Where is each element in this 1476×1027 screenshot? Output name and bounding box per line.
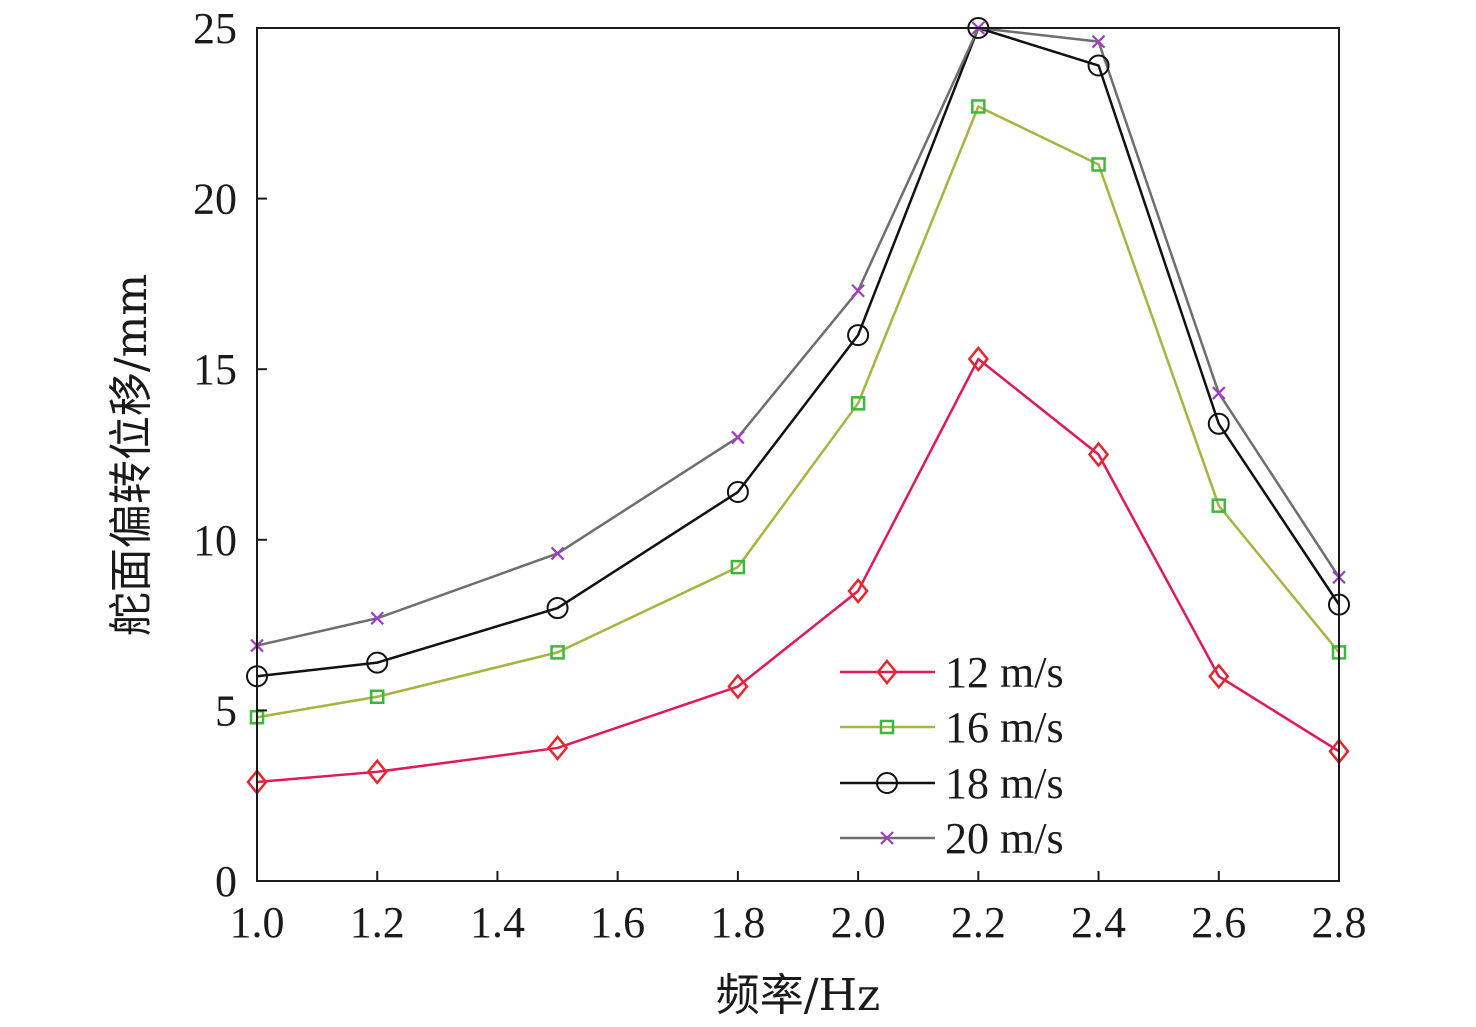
- series-1-point: [1208, 663, 1230, 690]
- x-tick-label: 1.4: [470, 898, 525, 947]
- legend-label-3: 18 m/s: [945, 759, 1064, 808]
- series-4-point: [1091, 34, 1106, 49]
- y-tick-label: 5: [215, 686, 237, 735]
- x-tick-label: 2.6: [1191, 898, 1246, 947]
- series-layer: [256, 26, 1341, 784]
- y-axis-title: 舵面偏转位移/mm: [106, 274, 157, 636]
- x-axis-title: 频率/Hz: [716, 970, 880, 1021]
- series-4-point: [851, 283, 865, 298]
- x-tick-label: 2.4: [1071, 898, 1126, 947]
- series-2-point: [850, 396, 866, 411]
- legend-marker-2: [879, 719, 895, 735]
- x-tick-label: 2.0: [831, 898, 886, 947]
- series-2-point: [1091, 157, 1106, 172]
- x-tick-label: 1.6: [590, 898, 645, 947]
- legend-label-1: 12 m/s: [945, 648, 1064, 697]
- series-1-point: [366, 758, 388, 785]
- series-line-1: [256, 357, 1340, 784]
- x-axis-ticks: 1.0 1.2 1.4 1.6 1.8 2.0 2.2 2.4 2.6 2.8: [230, 871, 1367, 947]
- legend-label-4: 20 m/s: [945, 814, 1064, 863]
- legend-label-2: 16 m/s: [945, 703, 1064, 752]
- series-4-point: [731, 430, 745, 445]
- series-1-point: [727, 673, 749, 700]
- series-2-point: [550, 645, 565, 660]
- series-4-point: [370, 611, 384, 626]
- x-tick-label: 2.2: [951, 898, 1006, 947]
- series-2-point: [369, 689, 385, 705]
- y-tick-label: 25: [193, 4, 237, 53]
- x-tick-label: 1.0: [230, 898, 285, 947]
- series-1-point: [967, 345, 989, 372]
- series-4-point: [550, 546, 565, 561]
- y-tick-label: 0: [215, 857, 237, 906]
- series-line-4: [256, 26, 1341, 647]
- legend-marker-1: [876, 659, 898, 685]
- y-axis-ticks: 0 5 10 15 20 25: [193, 4, 267, 906]
- series-3-point: [546, 597, 569, 620]
- y-tick-label: 15: [193, 345, 237, 394]
- series-3-point: [1207, 412, 1230, 435]
- plot-frame: [256, 27, 1340, 882]
- series-1-point: [1087, 441, 1110, 468]
- legend: 12 m/s 16 m/s 18 m/s 20 m/s: [840, 648, 1064, 863]
- series-2-point: [971, 99, 986, 114]
- series-2-point: [730, 559, 746, 575]
- series-3-point: [1087, 54, 1110, 77]
- x-tick-label: 1.2: [350, 898, 405, 947]
- series-3-point: [847, 324, 870, 347]
- series-line-3: [256, 26, 1341, 678]
- series-1-point: [546, 734, 569, 761]
- y-tick-label: 10: [193, 516, 237, 565]
- series-line-2: [256, 105, 1340, 719]
- x-tick-label: 1.8: [710, 898, 765, 947]
- series-3-point: [366, 651, 389, 674]
- series-3-point: [726, 481, 749, 504]
- y-tick-label: 20: [193, 175, 237, 224]
- legend-marker-3: [876, 772, 898, 794]
- series-4-point: [1212, 386, 1226, 400]
- series-2-point: [1211, 498, 1227, 513]
- series-1-point: [847, 578, 869, 604]
- x-tick-label: 2.8: [1312, 898, 1367, 947]
- legend-marker-4: [880, 831, 894, 845]
